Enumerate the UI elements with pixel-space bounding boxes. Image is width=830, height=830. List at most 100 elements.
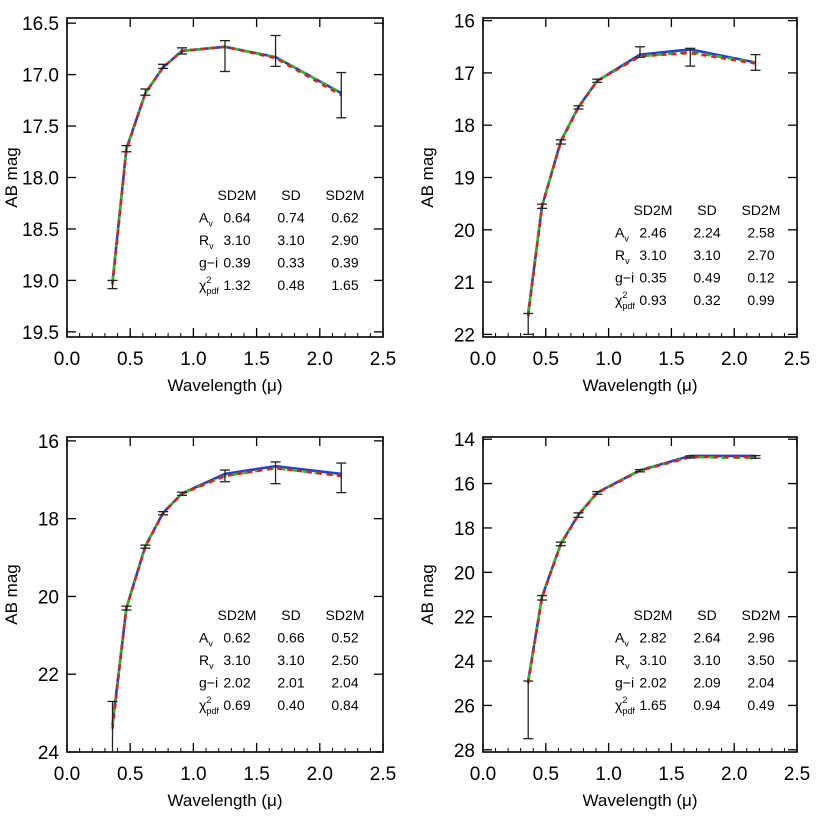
- error-bar: [573, 105, 584, 110]
- row-superscript: 2: [622, 695, 627, 705]
- x-tick-label: 2.0: [307, 349, 333, 370]
- row-symbol: R: [615, 247, 625, 263]
- table-cell: 0.32: [693, 292, 720, 308]
- series-line-3: [111, 466, 342, 729]
- table-row-label: Rv: [615, 247, 630, 266]
- panel-2: 0.0 0.5 1.0 1.5 2.0 2.5 16 17 18 19 20 21 22 Waveleng…: [418, 12, 810, 395]
- row-subscript: pdf: [622, 706, 635, 716]
- table-header: SD: [281, 607, 300, 623]
- table-cell: 0.12: [747, 270, 774, 286]
- x-tick-label: 2.5: [370, 349, 396, 370]
- table-cell: 2.01: [277, 675, 304, 691]
- error-bar: [270, 461, 281, 485]
- x-tick-label: 1.0: [180, 349, 206, 370]
- y-tick-label: 16: [454, 475, 475, 496]
- plot-frame: [482, 436, 798, 753]
- y-tick-label: 16.5: [22, 14, 59, 35]
- table-header: SD: [697, 607, 716, 623]
- table-cell: 2.82: [639, 630, 666, 646]
- x-tick-label: 0.0: [470, 349, 496, 370]
- row-symbol: g−i: [199, 675, 218, 691]
- x-tick-label: 0.5: [533, 764, 559, 785]
- y-tick-label: 18: [454, 519, 475, 540]
- table-cell: 0.33: [277, 255, 304, 271]
- row-symbol: A: [615, 225, 625, 241]
- table-row-label: Rv: [199, 652, 214, 671]
- error-bar: [635, 468, 645, 473]
- error-bar: [158, 511, 169, 516]
- table-header: SD2M: [742, 607, 781, 623]
- x-axis-label: Wavelength (μ): [168, 791, 283, 810]
- x-tick-label: 2.0: [307, 764, 333, 785]
- error-bar: [537, 203, 548, 210]
- table-header: SD2M: [634, 607, 673, 623]
- x-tick-label: 0.5: [533, 349, 559, 370]
- y-tick-label: 17.0: [22, 66, 59, 87]
- y-tick-label: 20: [454, 221, 475, 242]
- series-line-3: [526, 51, 756, 317]
- table-cell: 2.04: [747, 675, 774, 691]
- error-bar: [685, 47, 696, 67]
- y-axis-label: AB mag: [418, 147, 437, 207]
- x-tick-label: 1.5: [243, 349, 269, 370]
- table-cell: 0.93: [639, 292, 666, 308]
- table-cell: 2.50: [331, 652, 358, 668]
- y-axis-label: AB mag: [2, 564, 21, 624]
- y-tick-label: 17.5: [22, 117, 59, 138]
- table-cell: 0.48: [277, 277, 304, 293]
- x-tick-label: 1.0: [595, 349, 621, 370]
- x-tick-label: 2.5: [370, 764, 396, 785]
- x-tick-label: 1.0: [595, 764, 621, 785]
- y-tick-label: 22: [454, 325, 475, 346]
- error-bar: [523, 680, 534, 740]
- table-cell: 2.46: [639, 225, 666, 241]
- table-cell: 0.49: [747, 697, 774, 713]
- x-axis-label: Wavelength (μ): [168, 376, 283, 395]
- series-line-2: [526, 455, 756, 682]
- table-row-label: Av: [199, 630, 213, 649]
- row-symbol: A: [615, 630, 625, 646]
- table-cell: 1.65: [331, 277, 358, 293]
- table-header: SD: [697, 202, 716, 218]
- row-superscript: 2: [206, 275, 211, 285]
- y-tick-label: 24: [38, 743, 60, 764]
- error-bar: [592, 78, 603, 83]
- table-cell: 0.39: [331, 255, 358, 271]
- error-bar: [336, 462, 347, 494]
- table-cell: 3.50: [747, 652, 774, 668]
- x-tick-label: 1.5: [243, 764, 269, 785]
- y-tick-label: 19.0: [22, 271, 59, 292]
- error-bar: [555, 139, 566, 145]
- table-header: SD: [281, 187, 300, 203]
- error-bar: [592, 490, 603, 495]
- table-header: SD2M: [326, 607, 365, 623]
- y-tick-label: 20: [454, 563, 475, 584]
- row-superscript: 2: [206, 695, 211, 705]
- series-line-3: [111, 45, 342, 285]
- table-cell: 3.10: [639, 247, 666, 263]
- table-cell: 0.66: [277, 630, 304, 646]
- row-symbol: χ: [199, 697, 207, 713]
- x-tick-label: 2.5: [784, 349, 810, 370]
- y-tick-label: 19.5: [22, 323, 59, 344]
- y-tick-label: 16: [454, 12, 475, 33]
- series-line-1: [526, 454, 756, 682]
- y-axis-label: AB mag: [418, 564, 437, 624]
- table-cell: 0.99: [747, 292, 774, 308]
- row-subscript: pdf: [206, 706, 219, 716]
- table-cell: 2.09: [693, 675, 720, 691]
- row-subscript: v: [625, 661, 630, 671]
- series-line-3: [526, 455, 756, 684]
- x-tick-label: 2.0: [721, 349, 747, 370]
- table-cell: 0.35: [639, 270, 666, 286]
- y-tick-label: 18.5: [22, 220, 59, 241]
- table-cell: 1.65: [639, 697, 666, 713]
- x-tick-label: 0.5: [117, 349, 143, 370]
- row-subscript: v: [625, 256, 630, 266]
- y-tick-label: 24: [454, 652, 476, 673]
- row-symbol: g−i: [615, 270, 634, 286]
- x-tick-label: 1.5: [658, 349, 684, 370]
- panel-4: 0.0 0.5 1.0 1.5 2.0 2.5 14 16 18 20 22 24 26 28 Wavele…: [418, 430, 810, 810]
- table-row-label: Av: [199, 210, 213, 229]
- error-bar: [158, 63, 169, 70]
